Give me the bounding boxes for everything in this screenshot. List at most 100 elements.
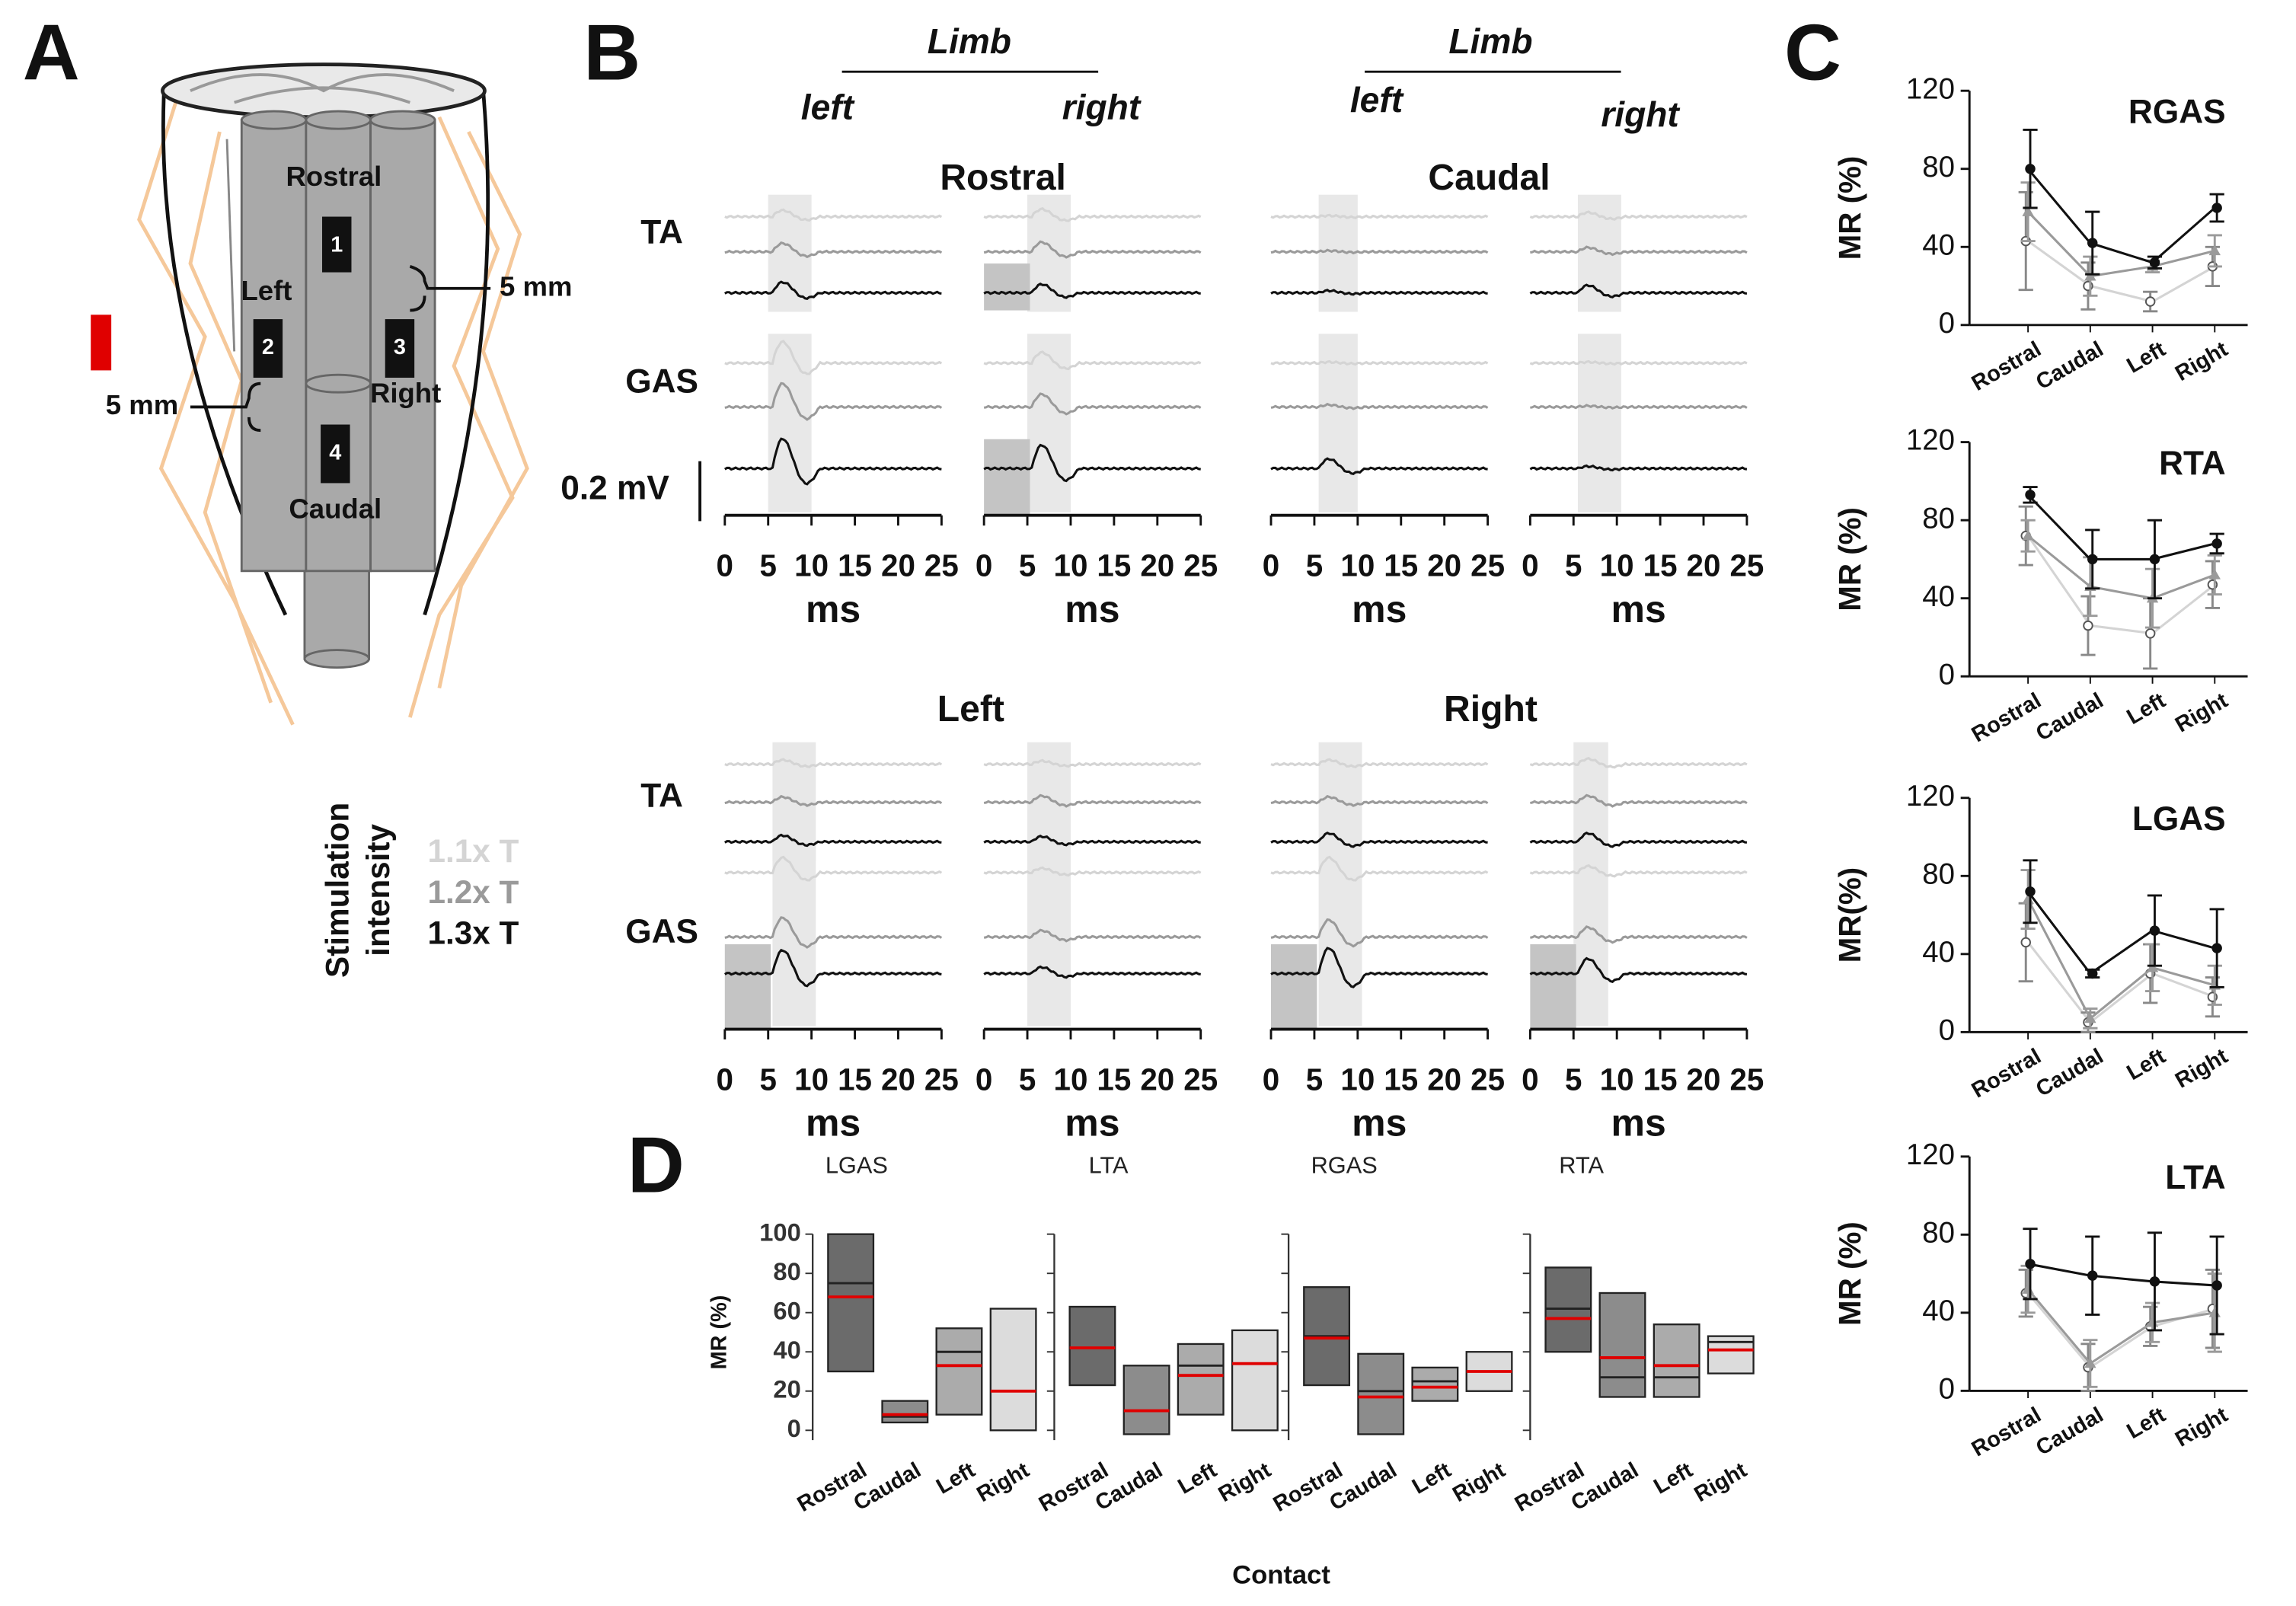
muscle-label: TA [640,213,683,251]
chart-title: RGAS [1311,1151,1378,1178]
marker [2211,203,2222,213]
x-axis-label: ms [806,588,861,631]
x-tick-label: 10 [1340,1062,1375,1097]
range-bar [989,1307,1037,1432]
x-axis-label: ms [806,1102,861,1145]
x-tick-label: 0 [1263,548,1279,583]
x-tick-label: 25 [924,548,959,583]
x-tick-label: 0 [976,548,992,583]
x-tick-label: Rostral [1968,1044,2045,1103]
emg-trace [1530,404,1748,410]
x-tick-label: Right [2171,337,2232,386]
x-tick-label: 25 [1471,1062,1505,1097]
artifact-window [1271,944,1317,1030]
region-label: Right [370,378,441,409]
y-tick-label: 120 [1906,1138,1955,1171]
emg-trace [983,443,1201,483]
chart-title: LGAS [825,1151,888,1178]
muscle-label: GAS [625,913,698,950]
y-axis-label: MR(%) [1832,867,1867,963]
series-line [2026,941,2215,1024]
series-line [2026,168,2216,264]
emg-trace [983,240,1202,259]
range-bar [1231,1329,1279,1432]
x-axis-label: ms [1352,588,1407,631]
x-tick-label: Left [2122,688,2170,730]
emg-trace [1270,248,1489,255]
x-tick-label: Caudal [2032,1403,2107,1461]
emg-trace [1530,245,1748,257]
marker [2149,554,2160,565]
x-tick-label: 0 [1522,548,1538,583]
emg-trace [983,928,1202,943]
limb-header: Limb [1448,21,1532,61]
y-tick-label: 80 [1922,151,1955,184]
x-tick-label: Right [1691,1458,1752,1507]
emg-trace [724,758,943,768]
legend-entry: 1.1x T [427,833,519,869]
side-label: right [1601,94,1680,134]
range-bar [1411,1366,1459,1402]
y-tick-label: 120 [1906,780,1955,813]
x-tick-label: Rostral [1968,1403,2045,1461]
marker [2208,569,2221,580]
distance-label: 5 mm [500,270,572,302]
legend-title: Stimulation [319,803,355,978]
x-tick-label: Caudal [2032,1044,2107,1102]
emg-trace [724,916,943,949]
x-tick-label: 0 [717,548,733,583]
x-tick-label: 15 [1384,548,1418,583]
x-tick-label: 20 [1687,548,1721,583]
x-tick-label: Right [2171,1044,2232,1094]
emg-trace [1529,956,1748,983]
x-tick-label: 20 [1140,548,1174,583]
chart-title: LTA [1089,1151,1129,1178]
distance-label: 5 mm [106,389,178,420]
series-line [2026,899,2215,1020]
marker [2144,628,2156,639]
contact-number: 2 [262,335,274,359]
artifact-window [1530,944,1576,1030]
marker [2149,1276,2160,1287]
x-tick-label: 5 [1306,548,1323,583]
chart-title: RGAS [2128,94,2226,131]
range-bar [1653,1323,1700,1398]
x-tick-label: 25 [1729,1062,1764,1097]
x-tick-label: 0 [717,1062,733,1097]
x-tick-label: Left [1174,1458,1221,1499]
marker [2144,296,2156,307]
contact-number: 4 [329,441,341,465]
chart-title: LTA [2165,1159,2225,1196]
emg-trace [724,794,943,807]
x-tick-label: 15 [1643,1062,1678,1097]
marker [2022,206,2034,216]
marker [2020,937,2031,948]
emg-trace [1270,213,1489,219]
x-axis-label: ms [1065,1102,1119,1145]
y-tick-label: 40 [1922,228,1955,261]
series-line [2027,493,2215,560]
x-tick-label: 20 [1140,1062,1174,1097]
chart-title: RTA [2159,445,2226,482]
site-title: Right [1444,688,1538,730]
emg-trace [1270,794,1489,807]
emg-trace [1270,947,1488,988]
side-label: right [1062,87,1142,126]
x-tick-label: Rostral [1968,688,2045,747]
emg-trace [1270,359,1489,366]
x-tick-label: 10 [1054,1062,1088,1097]
marker [2211,943,2222,953]
y-tick-label: 80 [773,1257,800,1285]
site-title: Rostral [940,157,1066,198]
emg-trace [724,382,943,421]
x-tick-label: Left [2122,1403,2170,1444]
y-axis-label: MR (%) [1832,1221,1867,1326]
emg-trace [1529,864,1748,878]
emg-trace [1529,283,1748,299]
marker [2022,529,2034,541]
x-tick-label: Left [2122,1044,2170,1085]
y-tick-label: 40 [1922,580,1955,613]
series-line [2027,211,2215,278]
